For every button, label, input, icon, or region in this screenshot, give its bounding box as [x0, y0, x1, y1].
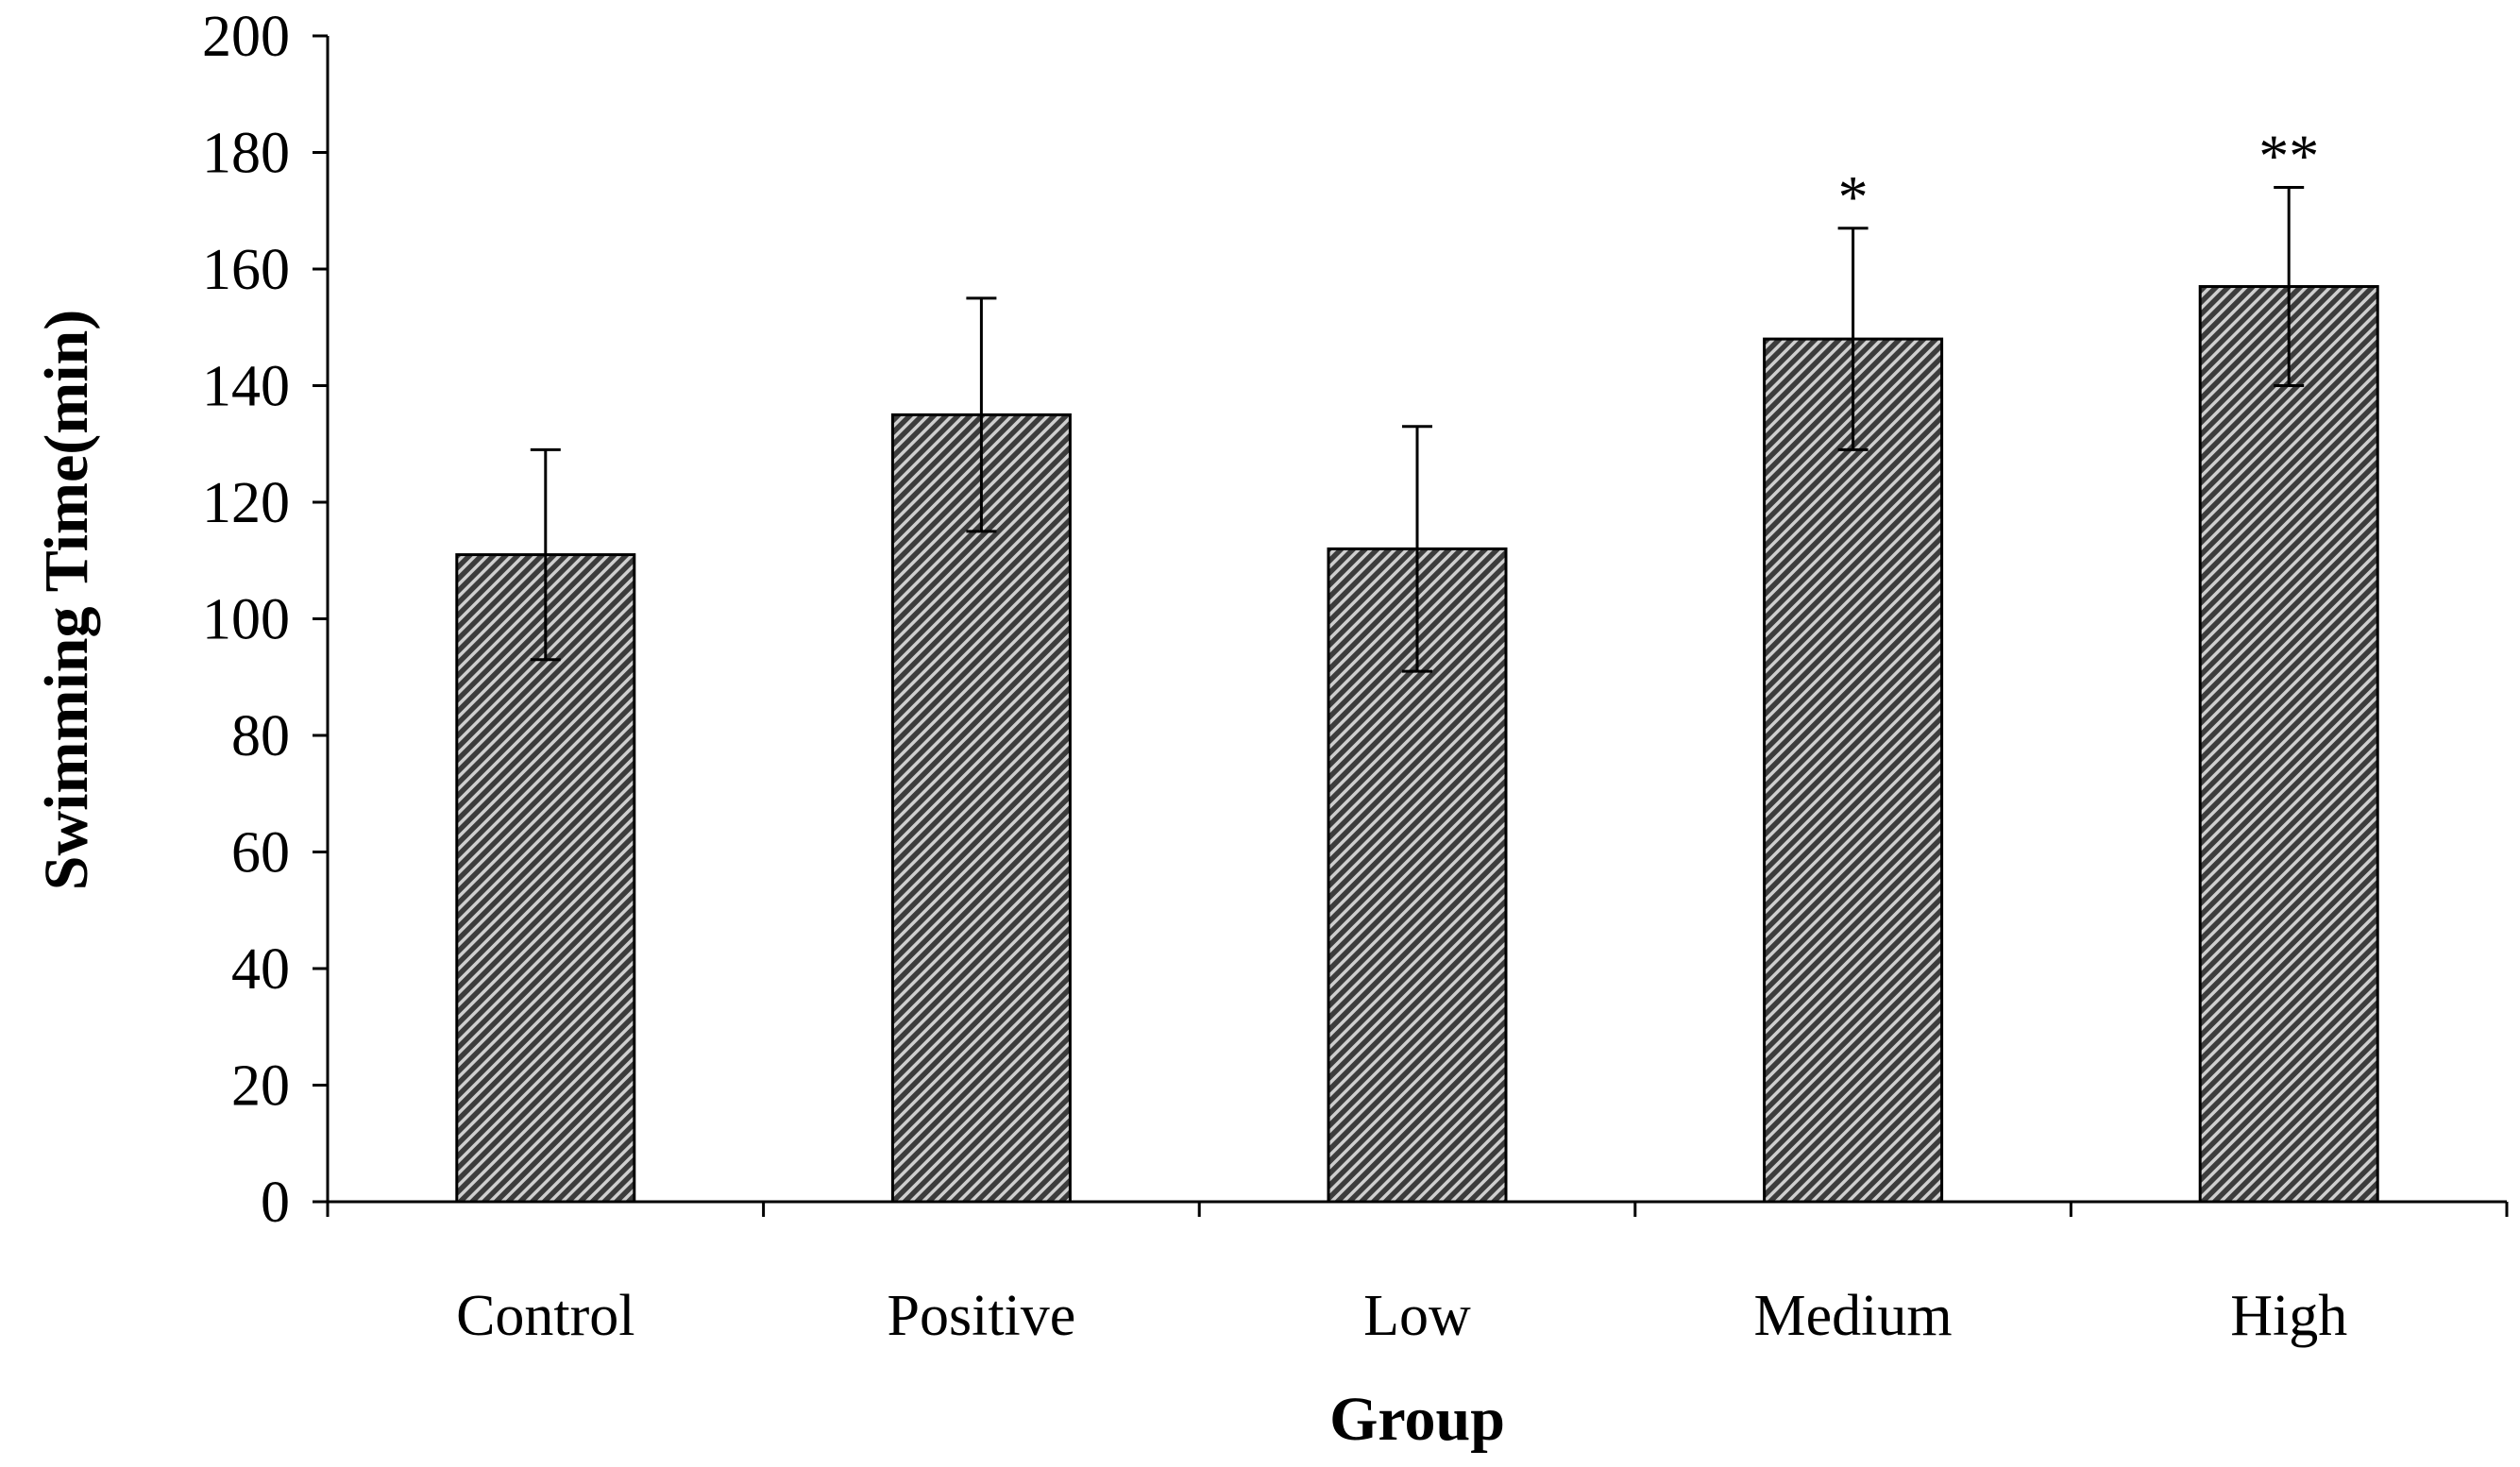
- bar-positive: [890, 413, 1072, 1204]
- bar-control: [455, 553, 636, 1204]
- y-tick-label: 140: [202, 355, 290, 419]
- y-tick-label: 60: [231, 821, 290, 885]
- error-bars: [530, 186, 2305, 673]
- bar-high: [2198, 285, 2379, 1204]
- labels: Swimming Time(min) Group Control Positive…: [32, 123, 2347, 1454]
- y-tick-label: 40: [231, 937, 290, 1002]
- x-tick-label: High: [2230, 1284, 2347, 1348]
- x-tick-label: Medium: [1754, 1284, 1953, 1348]
- x-axis-title: Group: [1329, 1385, 1505, 1454]
- bar-medium: [1763, 337, 1944, 1204]
- x-tick-label: Low: [1363, 1284, 1471, 1348]
- axes: 0 20 40 60 80 100 120 140 160 180 200: [202, 5, 2509, 1235]
- y-tick-label: 200: [202, 5, 290, 69]
- y-axis-title: Swimming Time(min): [32, 310, 101, 890]
- x-tick-label: Positive: [887, 1284, 1075, 1348]
- y-tick-label: 180: [202, 122, 290, 186]
- y-tick-label: 80: [231, 704, 290, 768]
- y-tick-label: 100: [202, 588, 290, 652]
- significance-label: *: [1838, 163, 1869, 230]
- significance-label: **: [2258, 123, 2319, 190]
- y-tick-label: 0: [261, 1171, 290, 1235]
- y-tick-label: 20: [231, 1054, 290, 1119]
- y-tick-label: 120: [202, 471, 290, 535]
- x-tick-label: Control: [456, 1284, 634, 1348]
- bars: [455, 285, 2379, 1204]
- y-tick-label: 160: [202, 238, 290, 302]
